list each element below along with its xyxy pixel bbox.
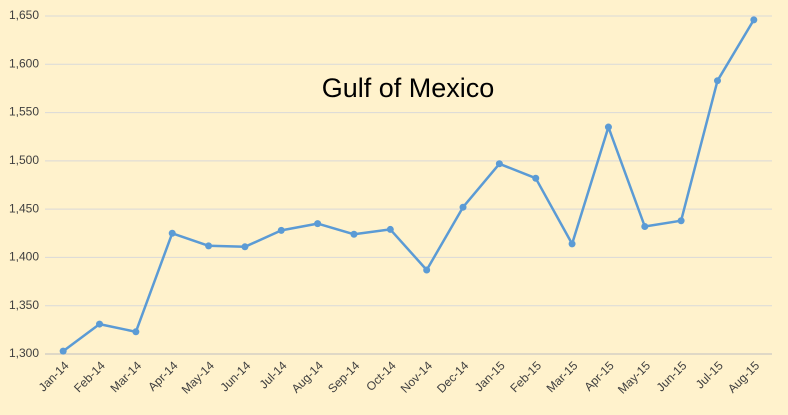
data-line <box>62 19 755 353</box>
data-point <box>241 243 249 251</box>
y-tick-label: 1,550 <box>9 105 39 119</box>
data-point <box>532 174 540 182</box>
y-tick-label: 1,300 <box>9 346 39 360</box>
data-point <box>641 223 649 231</box>
y-tick-label: 1,650 <box>9 8 39 22</box>
data-point <box>96 320 104 328</box>
data-point <box>59 347 67 355</box>
data-point <box>132 328 140 336</box>
data-point <box>277 226 285 234</box>
data-point <box>386 225 394 233</box>
data-point <box>205 242 213 250</box>
data-point <box>350 230 358 238</box>
data-point <box>459 203 467 211</box>
data-point <box>495 160 503 168</box>
y-tick-label: 1,500 <box>9 153 39 167</box>
data-point <box>568 240 576 248</box>
data-point <box>423 266 431 274</box>
data-point <box>713 77 721 85</box>
data-point <box>168 229 176 237</box>
y-tick-label: 1,400 <box>9 250 39 264</box>
data-point <box>314 220 322 228</box>
data-point <box>604 123 612 131</box>
chart-title: Gulf of Mexico <box>322 73 495 103</box>
y-tick-label: 1,450 <box>9 201 39 215</box>
data-point <box>750 16 758 24</box>
y-tick-label: 1,350 <box>9 298 39 312</box>
data-point <box>677 217 685 225</box>
y-tick-label: 1,600 <box>9 56 39 70</box>
